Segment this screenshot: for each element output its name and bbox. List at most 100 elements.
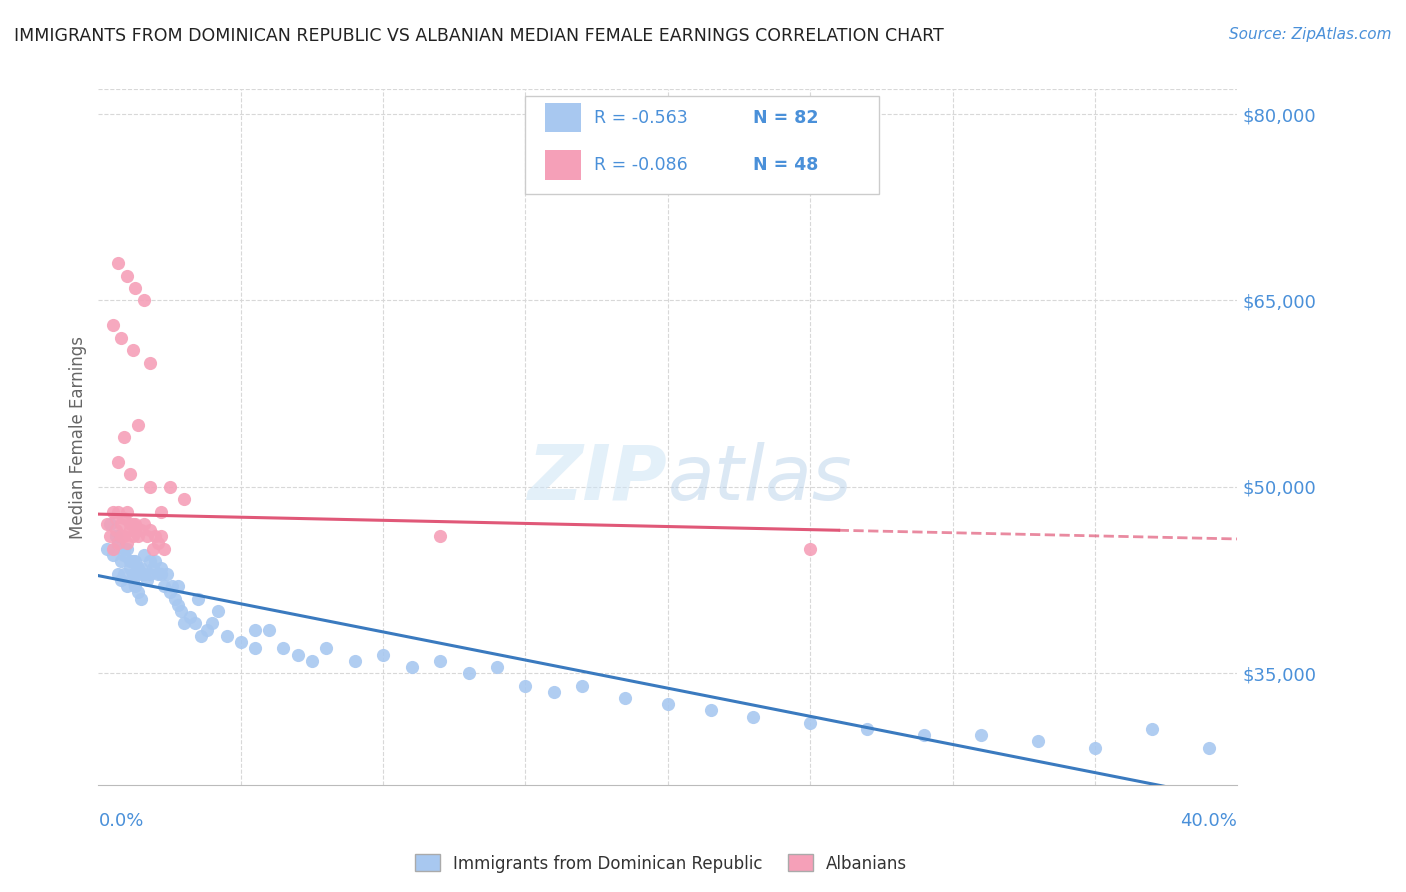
Text: IMMIGRANTS FROM DOMINICAN REPUBLIC VS ALBANIAN MEDIAN FEMALE EARNINGS CORRELATIO: IMMIGRANTS FROM DOMINICAN REPUBLIC VS AL… [14,27,943,45]
Point [115,268,138,283]
Point [401,660,423,674]
Point [96,541,118,556]
Point [742,709,765,723]
Point [150,560,173,574]
Point [115,579,138,593]
Point [138,480,160,494]
Point [429,654,451,668]
Point [118,523,141,537]
Point [162,579,184,593]
Point [138,554,160,568]
Point [132,293,155,308]
Point [799,541,821,556]
Point [1140,722,1163,736]
Point [195,623,218,637]
Point [104,523,127,537]
Point [121,573,143,587]
Point [699,703,721,717]
Point [150,529,173,543]
Point [110,516,132,531]
Point [799,715,821,730]
Point [104,511,127,525]
Point [118,516,141,531]
Text: 0.0%: 0.0% [98,812,143,830]
Point [179,610,201,624]
Point [107,505,129,519]
Point [121,529,143,543]
Point [101,318,124,333]
Point [150,566,173,581]
Point [243,641,266,656]
Point [571,679,593,693]
Point [127,585,149,599]
Text: Source: ZipAtlas.com: Source: ZipAtlas.com [1229,27,1392,42]
Point [229,635,252,649]
Y-axis label: Median Female Earnings: Median Female Earnings [69,335,87,539]
Text: N = 82: N = 82 [754,109,818,127]
Point [96,516,118,531]
Point [1026,734,1049,748]
Point [129,566,152,581]
Point [141,560,163,574]
Point [124,579,146,593]
Point [112,566,135,581]
Point [121,343,143,357]
Text: R = -0.563: R = -0.563 [593,109,688,127]
Point [190,629,212,643]
Point [165,591,187,606]
Point [138,566,160,581]
Point [124,281,146,295]
Point [343,654,366,668]
Point [167,598,190,612]
Point [148,535,170,549]
Point [110,331,132,345]
Point [201,616,224,631]
FancyBboxPatch shape [546,151,581,179]
Point [1084,740,1107,755]
Text: ZIP: ZIP [529,442,668,516]
Point [148,566,170,581]
Point [107,455,129,469]
Point [141,541,163,556]
Point [243,623,266,637]
Point [170,604,193,618]
Point [173,492,195,507]
Point [373,648,395,662]
Point [145,554,167,568]
Point [138,523,160,537]
Point [486,660,509,674]
Text: R = -0.086: R = -0.086 [593,156,688,174]
Point [912,728,935,742]
Point [429,529,451,543]
Point [132,516,155,531]
Point [104,529,127,543]
Point [107,566,129,581]
Point [138,355,160,369]
Point [101,548,124,562]
Point [153,541,176,556]
Point [112,548,135,562]
Point [127,560,149,574]
Point [107,256,129,270]
Point [145,529,167,543]
Text: atlas: atlas [668,442,852,516]
Point [107,535,129,549]
Point [110,529,132,543]
Point [121,566,143,581]
Point [107,535,129,549]
Point [127,417,149,432]
Point [98,529,121,543]
Point [184,616,207,631]
Point [121,554,143,568]
Point [124,554,146,568]
Point [187,591,209,606]
Point [115,535,138,549]
Point [135,573,157,587]
Point [132,548,155,562]
Point [215,629,238,643]
Point [118,560,141,574]
Point [112,529,135,543]
Point [259,623,281,637]
Legend: Immigrants from Dominican Republic, Albanians: Immigrants from Dominican Republic, Alba… [408,847,914,880]
Point [132,566,155,581]
